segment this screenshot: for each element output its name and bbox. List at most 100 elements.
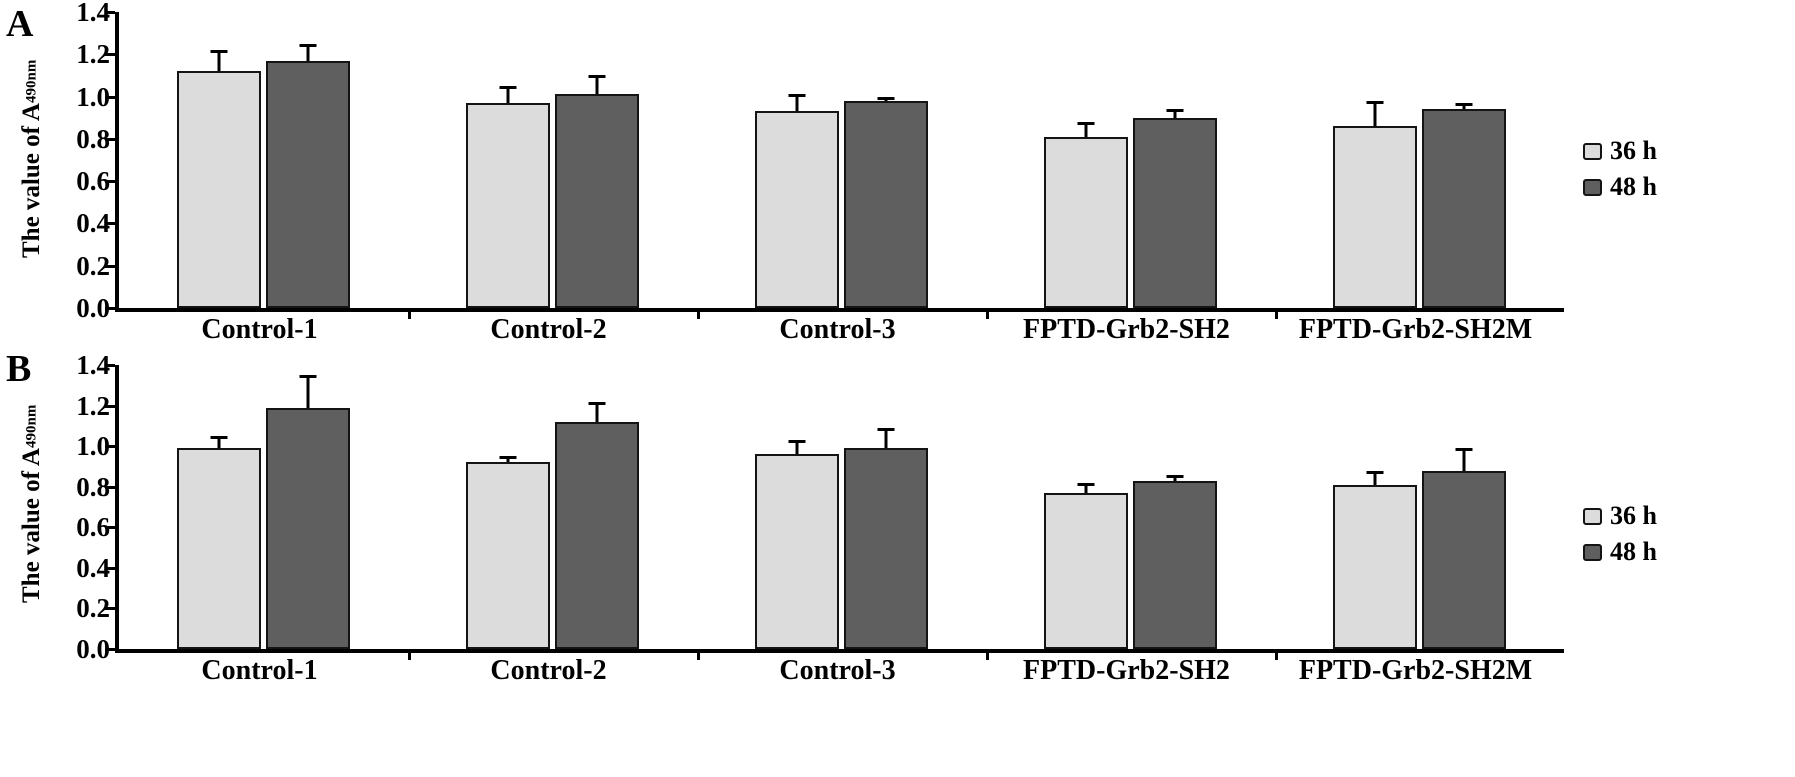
error-bar-line: [595, 75, 599, 95]
error-bar-line: [506, 456, 510, 463]
y-tick-mark: [105, 566, 115, 570]
category-label: Control-2: [490, 655, 607, 686]
error-bar: [179, 436, 259, 449]
y-tick-mark: [105, 607, 115, 611]
category-label: Control-1: [201, 314, 318, 345]
error-bar: [1335, 470, 1415, 485]
bar-36h: [755, 94, 839, 308]
y-axis-ticks: 0.0 0.2 0.4 0.6 0.8 1.0 1.2 1.4: [38, 350, 110, 664]
error-bar-cap: [299, 43, 317, 47]
legend-item: 48 h: [1583, 172, 1657, 202]
y-tick-mark: [105, 364, 115, 367]
legend: 36 h 48 h: [1583, 501, 1657, 567]
legend-item: 36 h: [1583, 501, 1657, 531]
bar-36h: [1044, 482, 1128, 649]
y-tick-label: 0.0: [76, 293, 110, 323]
bar-48h: [844, 96, 928, 308]
x-tick-mark: [1275, 312, 1278, 319]
y-tick-label: 0.2: [76, 593, 110, 624]
y-tick-mark: [105, 264, 115, 268]
category-label: Control-3: [779, 314, 896, 345]
x-tick-mark: [1275, 653, 1278, 660]
bar-36h: [177, 50, 261, 308]
error-bar-cap: [588, 401, 606, 405]
legend-label: 48 h: [1610, 172, 1657, 201]
y-tick-label: 1.2: [76, 390, 110, 421]
y-tick-label: 0.2: [76, 250, 110, 281]
bar-group: [697, 12, 986, 308]
error-bar-cap: [877, 427, 895, 431]
error-bar-cap: [1077, 121, 1095, 125]
bar-group: [697, 365, 986, 649]
y-tick-label: 1.0: [76, 81, 110, 112]
bar-48h: [555, 401, 639, 649]
error-bar-line: [1373, 470, 1377, 485]
error-bar-line: [1173, 109, 1177, 118]
legend-swatch: [1583, 178, 1602, 196]
bar-group: [1275, 365, 1564, 649]
error-bar-cap: [1166, 474, 1184, 478]
error-bar-line: [306, 375, 310, 408]
error-bar: [1335, 100, 1415, 127]
y-tick-label: 0.0: [76, 634, 110, 664]
error-bar-cap: [588, 75, 606, 79]
error-bar-cap: [1455, 102, 1473, 106]
error-bar: [1046, 482, 1126, 493]
error-bar-cap: [788, 94, 806, 98]
category-label: FPTD-Grb2-SH2: [1023, 314, 1230, 345]
y-tick-mark: [105, 648, 115, 651]
x-tick-mark: [408, 312, 411, 319]
legend: 36 h 48 h: [1583, 136, 1657, 202]
y-tick-label: 1.2: [76, 39, 110, 70]
error-bar: [1424, 448, 1504, 471]
error-bar-line: [1084, 121, 1088, 137]
error-bar: [846, 427, 926, 449]
y-tick-mark: [105, 307, 115, 310]
legend-label: 48 h: [1610, 537, 1657, 566]
category-label: FPTD-Grb2-SH2M: [1298, 655, 1533, 686]
bar-group: [408, 365, 697, 649]
error-bar: [1135, 109, 1215, 118]
bar-group: [408, 12, 697, 308]
error-bar: [1424, 102, 1504, 110]
error-bar: [557, 75, 637, 95]
bar-36h: [466, 86, 550, 308]
error-bar-cap: [499, 456, 517, 460]
error-bar: [1135, 474, 1215, 481]
y-tick-label: 1.4: [76, 350, 110, 380]
x-tick-mark: [408, 653, 411, 660]
legend-item: 48 h: [1583, 537, 1657, 567]
error-bar-cap: [499, 86, 517, 90]
y-tick-label: 0.6: [76, 166, 110, 197]
category-label: Control-2: [490, 314, 607, 345]
category-label: Control-3: [779, 655, 896, 686]
bar-group: [986, 12, 1275, 308]
error-bar-line: [795, 440, 799, 455]
error-bar: [846, 96, 926, 101]
error-bar-cap: [210, 436, 228, 440]
plot-area: [105, 364, 1564, 660]
y-tick-label: 0.4: [76, 552, 110, 583]
bar-36h: [1333, 470, 1417, 649]
plot-area: [105, 11, 1564, 319]
x-axis-labels: Control-1 Control-2 Control-3 FPTD-Grb2-SH2…: [115, 655, 1560, 687]
legend-item: 36 h: [1583, 136, 1657, 166]
y-tick-label: 1.4: [76, 0, 110, 27]
error-bar-line: [506, 86, 510, 103]
y-tick-mark: [105, 222, 115, 226]
y-tick-label: 0.6: [76, 512, 110, 543]
y-tick-mark: [105, 11, 115, 14]
panel-A: A The value of A 490nm 0.0 0.2 0.4 0.6 0.8 1.0…: [0, 0, 1795, 345]
bar-48h: [1133, 109, 1217, 308]
error-bar-cap: [299, 375, 317, 379]
error-bar-cap: [1366, 470, 1384, 474]
bar-48h: [1133, 474, 1217, 649]
error-bar: [557, 401, 637, 422]
error-bar-line: [1084, 482, 1088, 493]
bar-36h: [177, 436, 261, 649]
error-bar-line: [595, 401, 599, 422]
bar-group: [119, 365, 408, 649]
y-tick-mark: [105, 526, 115, 530]
bar-48h: [844, 427, 928, 649]
bar-group: [986, 365, 1275, 649]
